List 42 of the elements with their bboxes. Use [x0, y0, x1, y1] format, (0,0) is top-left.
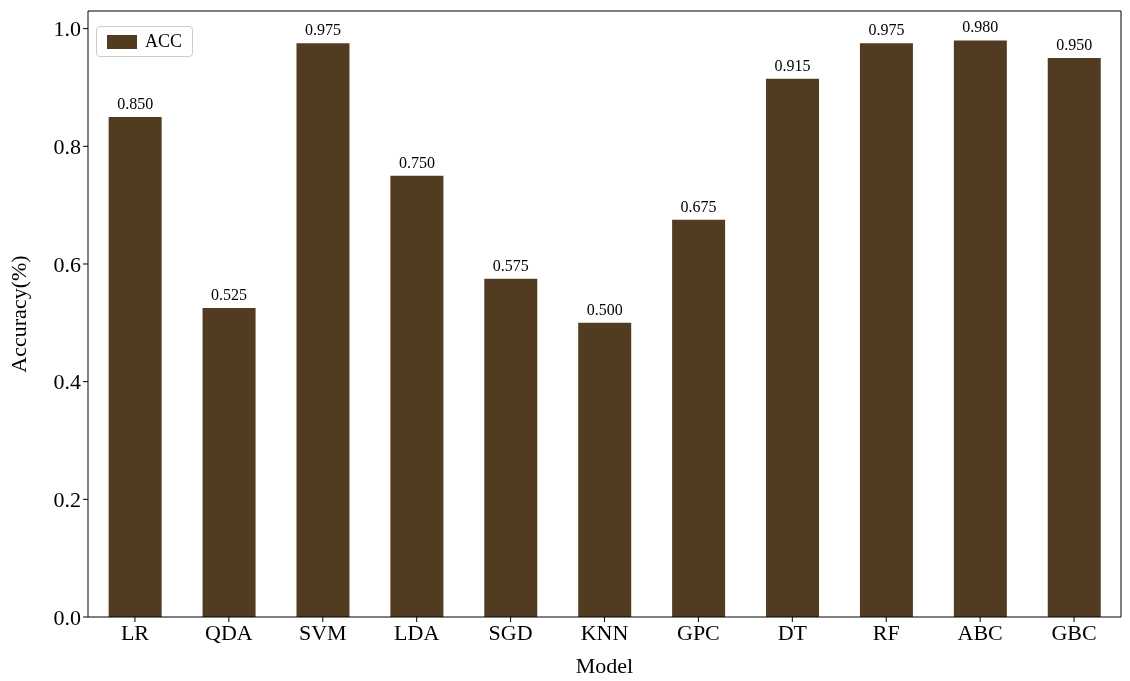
y-tick-label: 0.0	[53, 604, 81, 630]
x-tick-label: RF	[872, 619, 900, 645]
x-tick-label: GBC	[1051, 619, 1097, 645]
y-tick-label: 1.0	[53, 16, 81, 42]
x-tick-label: LR	[120, 619, 150, 645]
x-tick-label: QDA	[205, 619, 253, 645]
data-label: 0.500	[586, 300, 623, 318]
data-label: 0.575	[492, 256, 529, 274]
bar	[108, 116, 162, 617]
bar	[578, 322, 632, 617]
bar	[484, 278, 538, 617]
bar	[859, 43, 913, 617]
x-tick-label: ABC	[957, 619, 1003, 645]
x-axis-title: Model	[575, 653, 634, 678]
x-tick-label: SVM	[298, 619, 347, 645]
y-axis-title: Accuracy(%)	[5, 255, 31, 373]
data-label: 0.675	[680, 197, 717, 215]
data-label: 0.975	[304, 21, 341, 39]
y-tick-label: 0.4	[53, 369, 81, 395]
bar	[202, 308, 256, 617]
data-label: 0.750	[398, 153, 435, 171]
data-label: 0.525	[211, 286, 248, 304]
x-tick-label: DT	[777, 619, 808, 645]
bar	[672, 219, 726, 617]
y-tick-label: 0.2	[53, 487, 81, 513]
x-tick-label: LDA	[394, 619, 440, 645]
bar	[1047, 58, 1101, 617]
x-tick-label: GPC	[677, 619, 720, 645]
data-label: 0.975	[868, 21, 905, 39]
data-label: 0.950	[1056, 36, 1093, 54]
bar	[766, 78, 820, 617]
bar	[390, 175, 444, 617]
legend-label: ACC	[145, 31, 183, 52]
data-label: 0.915	[774, 56, 811, 74]
bar	[953, 40, 1007, 617]
data-label: 0.980	[962, 18, 999, 36]
x-tick-label: KNN	[580, 619, 629, 645]
data-label: 0.850	[117, 94, 154, 112]
y-tick-label: 0.6	[53, 251, 81, 277]
x-tick-label: SGD	[488, 619, 533, 645]
bar	[296, 43, 350, 617]
y-tick-label: 0.8	[53, 134, 81, 160]
